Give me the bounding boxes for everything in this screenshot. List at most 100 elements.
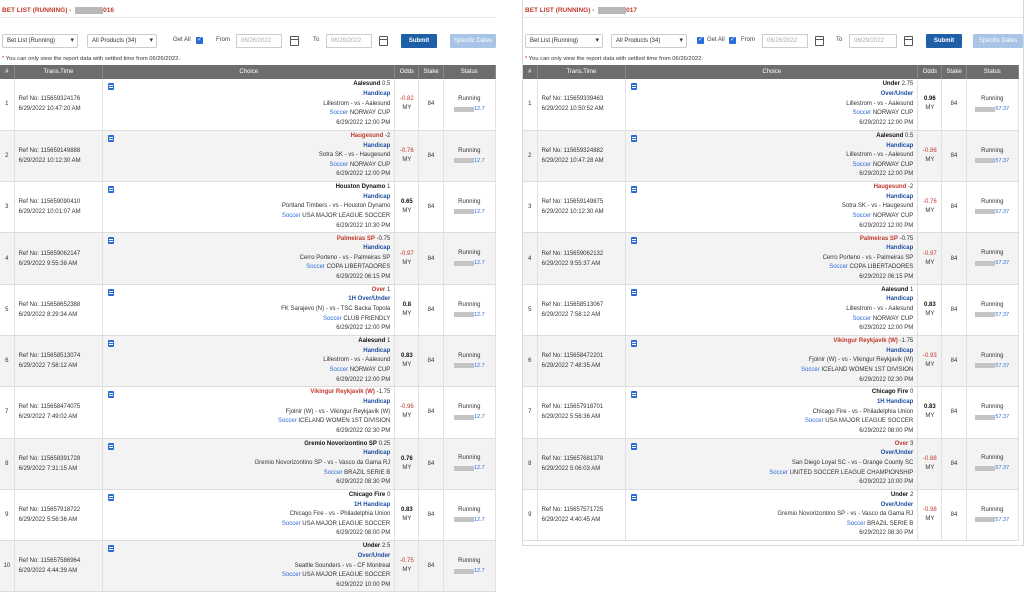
document-icon[interactable] <box>108 442 115 450</box>
document-icon[interactable] <box>631 442 638 450</box>
odds-currency: MY <box>402 567 412 574</box>
document-icon[interactable] <box>108 134 115 142</box>
status-value-link[interactable]: 12.7 <box>473 465 485 472</box>
table-row[interactable]: 5 Ref No: 115658652388 6/29/2022 8:29:34 A… <box>0 284 497 336</box>
document-icon[interactable] <box>631 493 638 501</box>
table-row[interactable]: 8 Ref No: 115657681378 6/29/2022 5:06:03 A… <box>523 438 1020 490</box>
get-all-checkbox[interactable]: ✓ <box>196 37 203 44</box>
calendar-icon[interactable] <box>904 36 913 46</box>
bet-type: Over/Under <box>880 501 914 508</box>
status-value-link[interactable]: 57.37 <box>995 157 1010 164</box>
league-line: Soccer NORWAY CUP <box>626 212 913 222</box>
document-icon[interactable] <box>108 237 115 245</box>
from-date-input[interactable]: 06/26/2022 <box>762 34 808 48</box>
document-icon[interactable] <box>108 288 115 296</box>
league-line: Soccer USA MAJOR LEAGUE SOCCER <box>103 212 390 222</box>
ref-number: Ref No: 115659062132 <box>541 250 604 257</box>
table-row[interactable]: 4 Ref No: 115659062132 6/29/2022 9:55:37 A… <box>523 232 1020 285</box>
stake-value: 84 <box>418 540 444 593</box>
status-value-link[interactable]: 12.7 <box>473 157 485 164</box>
table-row[interactable]: 7 Ref No: 115657918701 6/29/2022 5:56:36 A… <box>523 386 1020 439</box>
table-row[interactable]: 9 Ref No: 115657571725 6/29/2022 4:40:45 A… <box>523 489 1020 542</box>
bet-list-select[interactable]: Bet List (Running) <box>2 34 78 48</box>
document-icon[interactable] <box>631 288 638 296</box>
status-value-link[interactable]: 57.37 <box>995 311 1010 318</box>
document-icon[interactable] <box>108 83 115 90</box>
document-icon[interactable] <box>631 339 638 347</box>
redacted-status <box>453 517 474 523</box>
status-value-link[interactable]: 57.37 <box>995 362 1010 369</box>
get-all-checkbox-2[interactable]: ✓ <box>729 37 736 44</box>
submit-button[interactable]: Submit <box>926 34 962 48</box>
sport-name: Soccer <box>769 469 788 476</box>
status-value-link[interactable]: 12.7 <box>473 106 485 113</box>
get-all-checkbox[interactable]: ✓ <box>697 37 704 44</box>
status-cell: Running 57.37 <box>966 489 1020 542</box>
table-row[interactable]: 5 Ref No: 115658513067 6/29/2022 7:58:12 A… <box>523 284 1020 336</box>
odds-currency: MY <box>402 516 412 523</box>
kickoff-time: 6/29/2022 06:15 PM <box>336 273 391 280</box>
table-row[interactable]: 6 Ref No: 115658472201 6/29/2022 7:48:35 A… <box>523 335 1020 388</box>
table-row[interactable]: 6 Ref No: 115658513074 6/29/2022 7:58:12 A… <box>0 335 497 388</box>
document-icon[interactable] <box>631 237 638 245</box>
specific-dates-button[interactable]: Specific Dates <box>973 34 1023 48</box>
calendar-icon[interactable] <box>290 36 299 46</box>
table-row[interactable]: 2 Ref No: 115659324882 6/29/2022 10:47:28 … <box>523 130 1020 183</box>
trans-time: 6/29/2022 5:56:36 AM <box>541 414 601 421</box>
calendar-icon[interactable] <box>379 36 388 46</box>
table-row[interactable]: 1 Ref No: 115659324176 6/29/2022 10:47:20 … <box>0 79 497 131</box>
document-icon[interactable] <box>108 545 115 553</box>
table-row[interactable]: 3 Ref No: 115659090410 6/29/2022 10:01:07 … <box>0 181 497 234</box>
sport-name: Soccer <box>281 213 301 220</box>
status-value-link[interactable]: 12.7 <box>473 311 485 318</box>
document-icon[interactable] <box>108 391 115 399</box>
odds-value: -0.76 <box>400 147 414 154</box>
table-row[interactable]: 8 Ref No: 115658391728 6/29/2022 7:31:15 A… <box>0 438 497 490</box>
handicap-value: 1 <box>909 286 914 293</box>
status-value-link[interactable]: 57.37 <box>995 516 1010 523</box>
to-date-input[interactable]: 06/29/2022 <box>849 34 897 48</box>
handicap-value: 0.5 <box>381 81 391 88</box>
odds-cell: 0.83 MY <box>917 386 943 439</box>
status-value-link[interactable]: 57.37 <box>995 414 1010 421</box>
calendar-icon[interactable] <box>815 36 824 46</box>
match-name: Lillestrom - vs - Aalesund <box>323 100 391 107</box>
document-icon[interactable] <box>631 391 638 399</box>
document-icon[interactable] <box>631 134 638 142</box>
document-icon[interactable] <box>108 493 115 501</box>
products-select[interactable]: All Products (34) <box>87 34 157 48</box>
bet-type: Handicap <box>363 142 391 149</box>
specific-dates-button[interactable]: Specific Dates <box>450 34 496 48</box>
status-value-link[interactable]: 12.7 <box>473 414 485 421</box>
table-row[interactable]: 7 Ref No: 115658474075 6/29/2022 7:49:02 A… <box>0 386 497 439</box>
document-icon[interactable] <box>631 186 638 194</box>
row-number: 9 <box>0 489 15 542</box>
status-value-link[interactable]: 12.7 <box>473 260 485 267</box>
table-row[interactable]: 10 Ref No: 115657586964 6/29/2022 4:44:39 … <box>0 540 497 593</box>
odds-cell: -0.96 MY <box>394 386 420 439</box>
from-date-input[interactable]: 06/26/2022 <box>236 34 282 48</box>
table-row[interactable]: 3 Ref No: 115659149875 6/29/2022 10:12:30 … <box>523 181 1020 234</box>
status-value-link[interactable]: 12.7 <box>473 208 485 215</box>
table-row[interactable]: 4 Ref No: 115659062147 6/29/2022 9:55:38 A… <box>0 232 497 285</box>
ref-number: Ref No: 115658391728 <box>18 455 81 462</box>
table-row[interactable]: 9 Ref No: 115657918722 6/29/2022 5:56:36 A… <box>0 489 497 542</box>
status-value-link[interactable]: 12.7 <box>473 362 485 369</box>
status-text: Running <box>458 250 481 257</box>
bet-list-select[interactable]: Bet List (Running) <box>525 34 603 48</box>
document-icon[interactable] <box>631 83 638 90</box>
handicap-value: 0 <box>386 492 391 499</box>
status-value-link[interactable]: 57.37 <box>995 106 1010 113</box>
table-row[interactable]: 1 Ref No: 115659339463 6/29/2022 10:50:52 … <box>523 79 1020 131</box>
document-icon[interactable] <box>108 186 115 194</box>
table-row[interactable]: 2 Ref No: 115659149888 6/29/2022 10:12:30 … <box>0 130 497 183</box>
submit-button[interactable]: Submit <box>401 34 437 48</box>
status-value-link[interactable]: 12.7 <box>473 568 485 575</box>
document-icon[interactable] <box>108 339 115 347</box>
status-value-link[interactable]: 57.37 <box>995 208 1010 215</box>
status-value-link[interactable]: 12.7 <box>473 516 485 523</box>
status-value-link[interactable]: 57.37 <box>995 260 1010 267</box>
status-value-link[interactable]: 57.37 <box>995 465 1010 472</box>
products-select[interactable]: All Products (34) <box>611 34 687 48</box>
to-date-input[interactable]: 06/29/2022 <box>326 34 372 48</box>
